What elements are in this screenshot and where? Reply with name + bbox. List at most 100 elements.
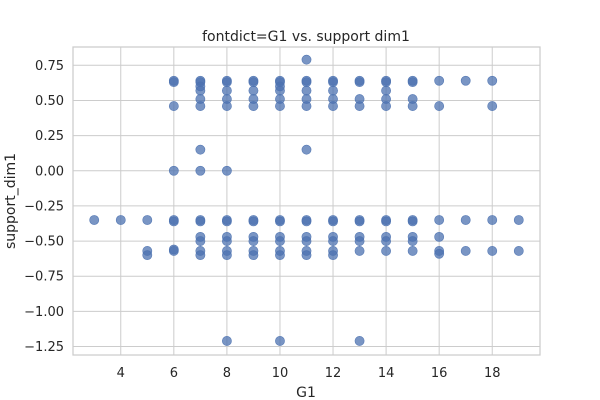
y-tick-label: −0.25 (24, 199, 64, 214)
data-point (248, 236, 259, 246)
data-point (275, 250, 285, 261)
data-point (248, 85, 259, 96)
data-point (328, 85, 338, 96)
x-tick-label: 18 (484, 366, 501, 381)
data-point (381, 77, 392, 88)
data-point (195, 101, 206, 111)
data-point (221, 85, 232, 96)
data-point (381, 216, 392, 227)
x-tick-label: 4 (117, 366, 125, 381)
data-point (301, 101, 312, 111)
data-point (221, 250, 232, 261)
data-point (301, 216, 312, 227)
x-tick-label: 10 (272, 366, 289, 381)
data-point (195, 216, 206, 227)
data-point (328, 250, 338, 261)
y-tick-labels: 0.75 0.50 0.25 0.00 −0.25 −0.50 −0.75 −1.00 −1.2… (24, 59, 64, 355)
data-point (434, 101, 445, 111)
data-points (89, 54, 524, 346)
data-point (354, 101, 365, 111)
data-point (381, 236, 392, 246)
data-point (487, 75, 498, 86)
data-point (195, 165, 206, 176)
data-point (142, 250, 153, 261)
y-tick-label: −1.00 (24, 305, 64, 320)
data-point (221, 101, 232, 111)
data-point (275, 216, 285, 227)
data-point (328, 216, 338, 227)
data-point (168, 77, 179, 88)
data-point (328, 77, 338, 88)
data-point (513, 215, 524, 225)
data-point (275, 336, 285, 346)
data-point (407, 246, 418, 256)
x-tick-label: 12 (325, 366, 342, 381)
x-tick-label: 6 (170, 366, 178, 381)
data-point (354, 77, 365, 88)
data-point (301, 236, 312, 246)
data-point (221, 236, 232, 246)
x-tick-labels: 4 6 8 10 12 14 16 18 (117, 366, 501, 381)
data-point (301, 85, 312, 96)
data-point (248, 77, 259, 88)
data-point (301, 77, 312, 88)
data-point (275, 236, 285, 246)
data-point (301, 144, 312, 155)
data-point (381, 246, 392, 256)
data-point (248, 250, 259, 261)
data-point (487, 101, 498, 111)
data-point (407, 101, 418, 111)
data-point (275, 101, 285, 111)
data-point (434, 215, 445, 225)
data-point (381, 101, 392, 111)
data-point (328, 101, 338, 111)
data-point (301, 54, 312, 65)
y-axis-label: support_dim1 (3, 153, 19, 249)
y-tick-label: 0.75 (35, 59, 64, 74)
y-tick-label: −0.75 (24, 270, 64, 285)
data-point (434, 248, 445, 259)
y-tick-label: 0.50 (35, 94, 64, 109)
y-tick-label: 0.25 (35, 129, 64, 144)
data-point (248, 101, 259, 111)
data-point (195, 144, 206, 155)
plot-frame (72, 46, 541, 356)
data-point (487, 215, 498, 225)
data-point (354, 336, 365, 346)
data-point (328, 236, 338, 246)
y-tick-label: 0.00 (35, 164, 64, 179)
data-point (221, 336, 232, 346)
data-point (301, 250, 312, 261)
data-point (434, 75, 445, 86)
data-point (354, 216, 365, 227)
data-point (354, 236, 365, 246)
data-point (221, 216, 232, 227)
data-point (168, 165, 179, 176)
data-point (460, 215, 471, 225)
data-point (381, 85, 392, 96)
x-axis-label: G1 (296, 385, 316, 400)
x-tick-label: 14 (378, 366, 395, 381)
data-point (221, 165, 232, 176)
data-point (142, 215, 153, 225)
y-tick-label: −1.25 (24, 340, 64, 355)
data-point (168, 244, 179, 255)
data-point (168, 101, 179, 111)
data-point (195, 236, 206, 246)
data-point (195, 250, 206, 261)
data-point (407, 236, 418, 246)
data-point (407, 77, 418, 88)
data-point (354, 246, 365, 256)
data-point (487, 246, 498, 256)
data-point (248, 216, 259, 227)
data-point (89, 215, 100, 225)
data-point (513, 246, 524, 256)
data-point (407, 216, 418, 227)
data-point (221, 77, 232, 88)
x-tick-label: 8 (223, 366, 231, 381)
data-point (195, 85, 206, 96)
x-tick-label: 16 (431, 366, 448, 381)
data-point (168, 216, 179, 227)
